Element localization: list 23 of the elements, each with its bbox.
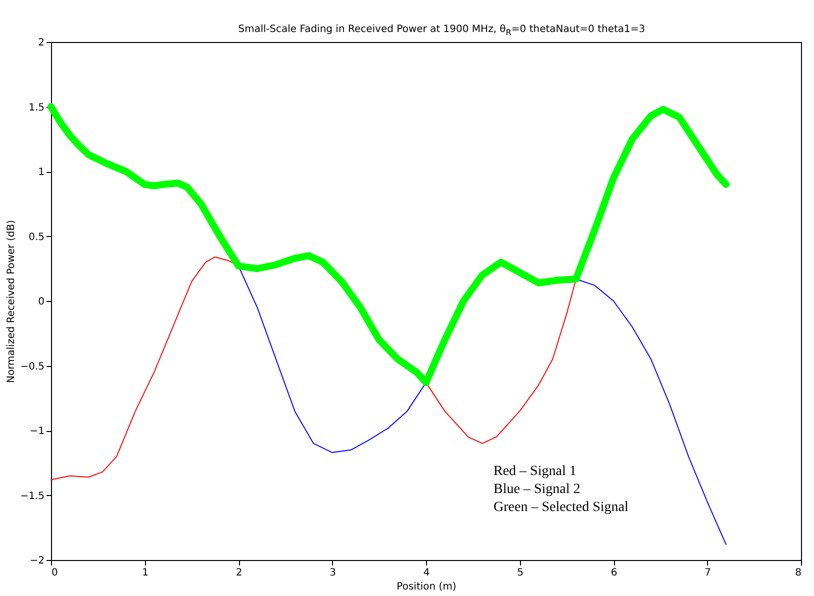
y-tick-label: 2 — [38, 38, 44, 48]
y-tick-label: −1.5 — [20, 490, 44, 502]
y-tick-label: −0.5 — [20, 361, 44, 372]
y-tick-label: −1 — [30, 426, 44, 437]
x-tick-label: 0 — [52, 568, 58, 578]
y-tick-label: 1 — [38, 167, 44, 178]
annotation: Red – Signal 1 — [494, 464, 576, 480]
annotation: Blue – Signal 2 — [494, 482, 580, 498]
y-tick-label: −2 — [30, 556, 44, 566]
x-tick-label: 3 — [330, 568, 336, 578]
y-tick-label: 1.5 — [28, 102, 44, 114]
x-tick-label: 8 — [795, 568, 802, 578]
y-tick-label: 0.5 — [28, 232, 44, 243]
x-tick-label: 5 — [517, 568, 524, 578]
x-tick-label: 6 — [610, 568, 618, 578]
x-tick-label: 4 — [423, 568, 430, 578]
x-axis-title: Position (m) — [396, 582, 456, 592]
y-axis-title: Normalized Received Power (dB) — [6, 220, 18, 383]
x-tick-label: 7 — [704, 568, 711, 578]
x-tick-label: 2 — [236, 568, 242, 578]
y-tick-label: 0 — [38, 296, 44, 308]
x-tick-label: 1 — [142, 568, 148, 578]
annotation: Green – Selected Signal — [494, 500, 629, 516]
